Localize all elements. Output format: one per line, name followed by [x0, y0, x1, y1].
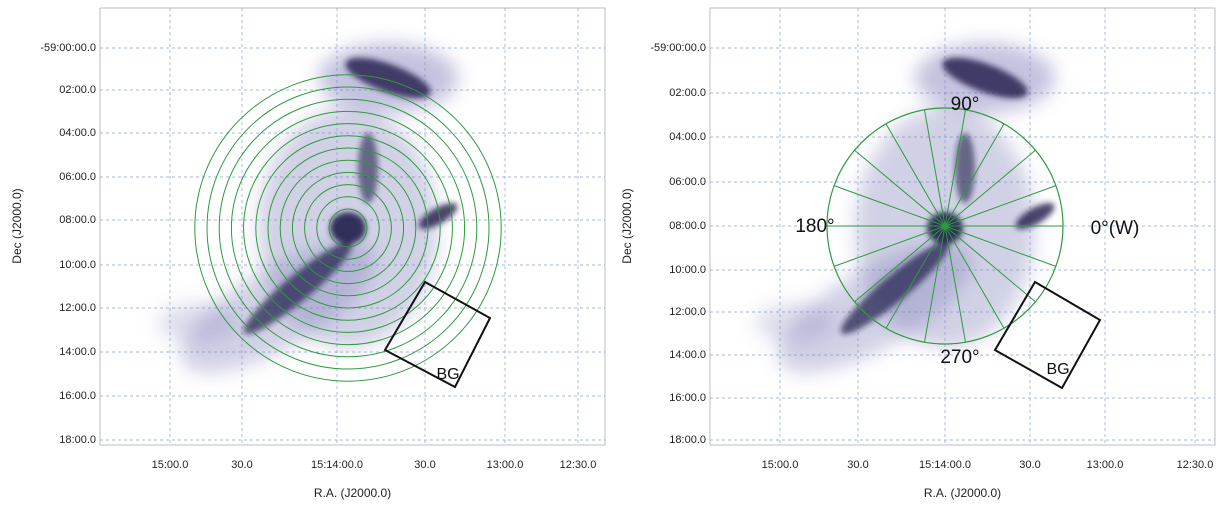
x-tick-label: 30.0 [414, 459, 435, 471]
x-axis-label: R.A. (J2000.0) [314, 486, 391, 500]
annotation: 270° [940, 347, 979, 368]
x-tick-label: 15:14:00.0 [311, 459, 363, 471]
annotation: 0°(W) [1091, 218, 1140, 239]
y-axis-label: Dec (J2000.0) [10, 188, 24, 263]
x-tick-label: 12:30.0 [560, 459, 597, 471]
x-tick-label: 12:30.0 [1177, 459, 1214, 471]
y-axis-label: Dec (J2000.0) [620, 188, 634, 263]
x-tick-label: 13:00.0 [487, 459, 524, 471]
annotation: 180° [795, 216, 834, 237]
y-tick-label: 08:00.0 [669, 220, 706, 232]
y-tick-label: 06:00.0 [669, 176, 706, 188]
y-tick-label: 06:00.0 [59, 171, 96, 183]
annotation: 90° [951, 94, 980, 115]
x-axis-label: R.A. (J2000.0) [924, 486, 1001, 500]
y-tick-label: 10:00.0 [669, 264, 706, 276]
y-tick-label: 16:00.0 [59, 390, 96, 402]
y-tick-label: 16:00.0 [669, 392, 706, 404]
figure: BG -59:00:00.0 02:00.0 04:00.0 06:00.0 08:00… [0, 0, 1226, 506]
y-tick-label: -59:00:00.0 [650, 42, 706, 54]
x-tick-label: 15:00.0 [762, 459, 799, 471]
y-tick-label: 14:00.0 [669, 349, 706, 361]
y-tick-label: 04:00.0 [59, 127, 96, 139]
y-tick-label: 14:00.0 [59, 346, 96, 358]
y-tick-label: 04:00.0 [669, 131, 706, 143]
y-tick-label: 08:00.0 [59, 214, 96, 226]
y-tick-label: 02:00.0 [669, 87, 706, 99]
y-tick-label: 10:00.0 [59, 259, 96, 271]
y-tick-label: -59:00:00.0 [40, 42, 96, 54]
x-tick-label: 15:14:00.0 [919, 459, 971, 471]
x-tick-label: 30.0 [231, 459, 252, 471]
left-panel: BG -59:00:00.0 02:00.0 04:00.0 06:00.0 08:00… [10, 8, 605, 500]
y-tick-label: 18:00.0 [59, 434, 96, 446]
y-tick-label: 18:00.0 [669, 434, 706, 446]
y-tick-label: 02:00.0 [59, 84, 96, 96]
annotation: BG [1046, 361, 1069, 378]
y-tick-label: 12:00.0 [59, 302, 96, 314]
annotation: BG [436, 366, 459, 383]
x-tick-label: 13:00.0 [1087, 459, 1124, 471]
right-panel: 90° 180° 0°(W) 270° BG -59:00:00.0 02:00.… [620, 8, 1215, 500]
y-tick-label: 12:00.0 [669, 306, 706, 318]
x-tick-label: 30.0 [847, 459, 868, 471]
x-tick-label: 15:00.0 [152, 459, 189, 471]
x-tick-label: 30.0 [1019, 459, 1040, 471]
